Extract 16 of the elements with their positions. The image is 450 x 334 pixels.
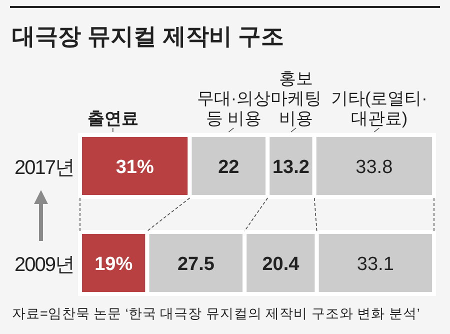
annotation: 자료=임찬묵 논문 ‘한국 대극장 뮤지컬의 제작비 구조와 변화 분석’ — [12, 306, 420, 321]
data-label: 33.1 — [356, 254, 394, 275]
data-label: 22 — [218, 157, 240, 178]
series-label: 출연료 — [87, 109, 138, 128]
data-label: 19% — [94, 254, 133, 275]
series-label: 무대·의상 등 비용 — [196, 89, 271, 128]
data-label: 31% — [116, 157, 154, 178]
y-tick-label: 2009년 — [14, 254, 74, 276]
series-label: 기타(로열티·대관료) — [331, 89, 428, 128]
y-tick-label: 2017년 — [14, 157, 74, 179]
data-label: 20.4 — [262, 254, 300, 275]
data-label: 27.5 — [177, 254, 215, 275]
data-label: 33.8 — [356, 157, 393, 178]
series-label: 홍보 마케팅 비용 — [270, 69, 322, 128]
chart-title: 대극장 뮤지컬 제작비 구조 — [12, 23, 284, 49]
data-label: 13.2 — [272, 157, 310, 178]
